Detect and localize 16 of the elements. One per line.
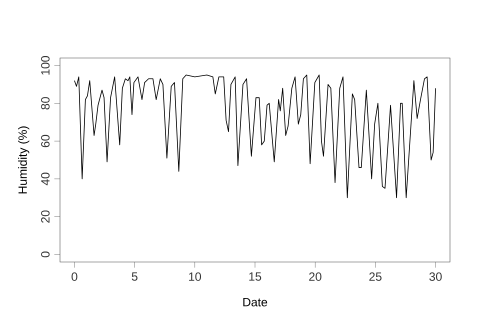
x-tick-label: 30 <box>429 272 442 281</box>
x-tick-label: 10 <box>189 272 202 281</box>
y-tick-label: 60 <box>41 134 50 148</box>
x-axis-title: Date <box>243 298 268 306</box>
line-series <box>74 74 436 198</box>
x-tick-label: 25 <box>369 272 382 281</box>
x-tick-label: 5 <box>132 272 138 281</box>
x-tick-label: 20 <box>309 272 322 281</box>
y-tick-label: 20 <box>41 210 50 223</box>
y-tick-label: 100 <box>41 56 50 75</box>
y-tick-label: 0 <box>41 252 50 258</box>
y-tick-label: 40 <box>41 172 50 186</box>
y-axis-title: Humidity (%) <box>18 126 30 194</box>
x-tick-label: 0 <box>72 272 78 281</box>
x-tick-label: 15 <box>249 272 262 281</box>
y-tick-label: 80 <box>41 97 50 110</box>
